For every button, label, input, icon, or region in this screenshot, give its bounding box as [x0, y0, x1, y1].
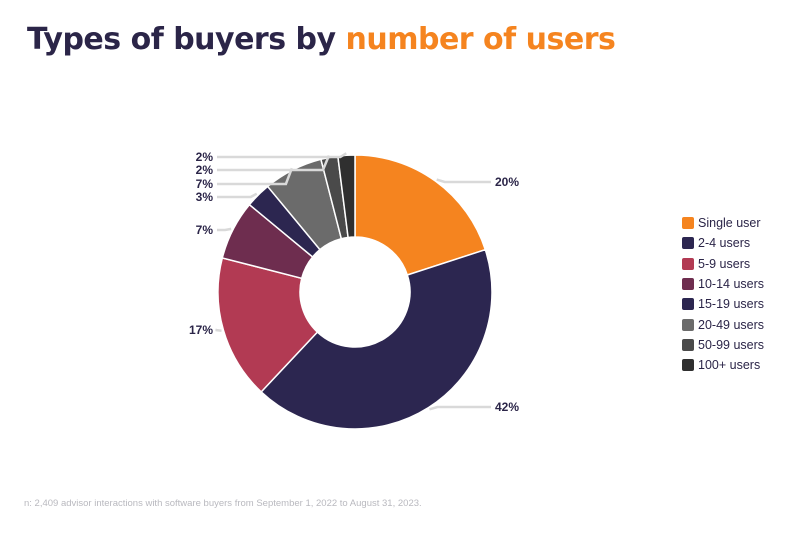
legend-label-5: 15-19 users — [698, 297, 765, 312]
legend-item-5: 15-19 users — [682, 294, 764, 314]
legend-swatch-4 — [682, 278, 694, 291]
chart-title-main: Types of buyers by — [27, 22, 346, 57]
legend-label-2: 2-4 users — [698, 236, 751, 251]
chart-title: Types of buyers by number of users — [27, 22, 616, 57]
data-label-6: 7% — [196, 177, 214, 191]
legend-swatch-8 — [682, 359, 694, 372]
leader-line-8 — [217, 152, 347, 159]
data-label-1: 20% — [495, 175, 519, 189]
legend-item-4: 10-14 users — [682, 274, 764, 294]
legend-swatch-5 — [682, 298, 694, 311]
labels-layer: 20%42%17%7%3%7%2%2% — [189, 150, 519, 414]
legend-item-3: 5-9 users — [682, 254, 764, 274]
data-label-3: 17% — [189, 323, 213, 337]
legend-label-6: 20-49 users — [698, 317, 765, 332]
data-label-4: 7% — [196, 223, 214, 237]
data-label-7: 2% — [196, 163, 214, 177]
leader-line-7 — [217, 154, 331, 172]
leader-line-5 — [217, 192, 258, 199]
legend-swatch-2 — [682, 237, 694, 250]
legend-label-3: 5-9 users — [698, 256, 751, 271]
legend-item-8: 100+ users — [682, 355, 764, 375]
slice-1 — [354, 154, 487, 276]
data-label-2: 42% — [495, 400, 519, 414]
legend-label-4: 10-14 users — [698, 277, 765, 292]
legend-item-7: 50-99 users — [682, 335, 764, 355]
legend-label-1: Single user — [698, 216, 761, 231]
legend-label-8: 100+ users — [698, 358, 761, 373]
leader-line-2 — [429, 405, 491, 411]
chart-legend: Single user 2-4 users 5-9 users 10-14 users… — [682, 213, 764, 375]
legend-item-6: 20-49 users — [682, 314, 764, 334]
slice-2 — [260, 248, 493, 430]
legend-swatch-7 — [682, 338, 694, 351]
data-label-8: 2% — [196, 150, 214, 164]
leader-line-6 — [217, 167, 294, 186]
legend-swatch-1 — [682, 217, 694, 230]
footnote: n: 2,409 advisor interactions with softw… — [24, 498, 422, 509]
legend-swatch-6 — [682, 318, 694, 331]
leader-line-1 — [436, 178, 491, 184]
legend-item-2: 2-4 users — [682, 233, 764, 253]
leaders-layer — [215, 152, 491, 411]
legend-label-7: 50-99 users — [698, 337, 765, 352]
data-label-5: 3% — [196, 190, 214, 204]
slice-3 — [217, 257, 319, 393]
slices-layer — [217, 154, 493, 430]
legend-swatch-3 — [682, 257, 694, 270]
leader-line-3 — [215, 328, 222, 333]
leader-line-4 — [217, 227, 232, 232]
chart-title-highlight: number of users — [345, 22, 616, 57]
legend-item-1: Single user — [682, 213, 764, 233]
